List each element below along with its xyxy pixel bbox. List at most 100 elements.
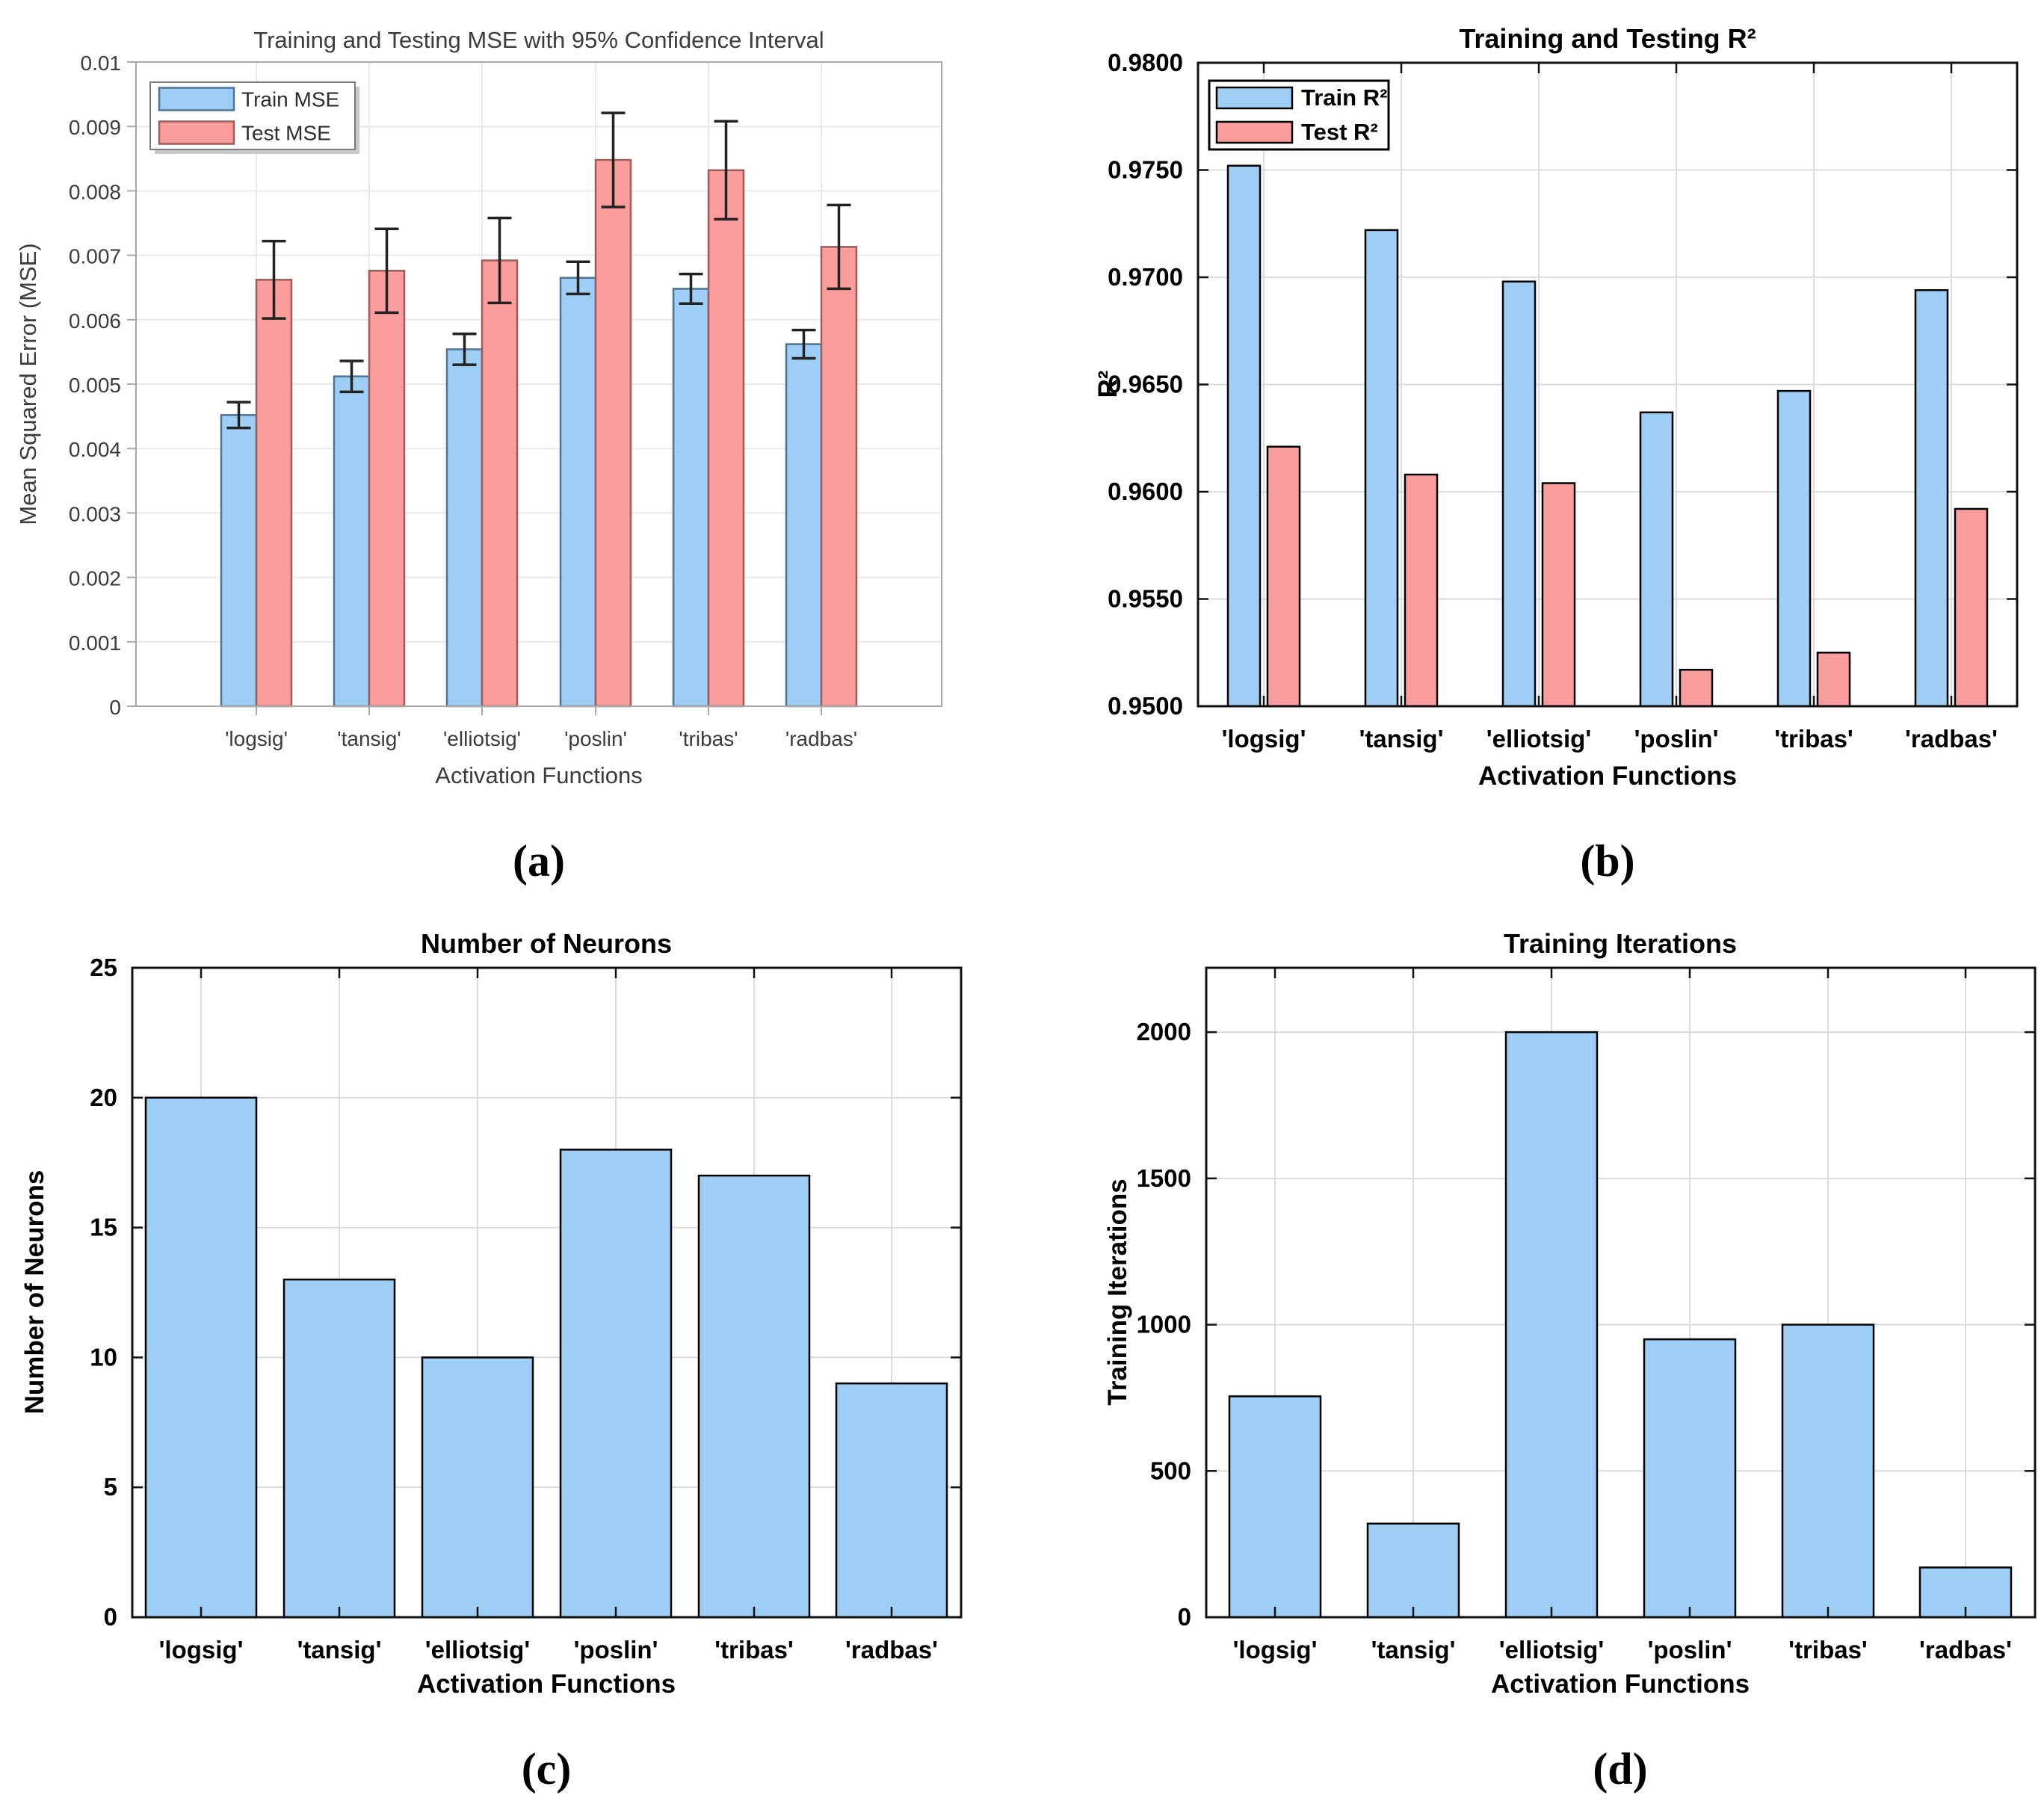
y-tick-label: 0.004 [69, 438, 121, 461]
error-bar [827, 203, 851, 291]
x-tick-label: 'radbas' [785, 727, 857, 750]
legend-swatch [158, 87, 235, 111]
legend-label: Train R² [1301, 84, 1387, 111]
x-tick-label: 'logsig' [1222, 725, 1306, 753]
x-tick-label: 'tribas' [679, 727, 738, 750]
bar-training-iterations [1366, 1522, 1460, 1619]
bar-test-r² [1679, 668, 1714, 708]
bar-number-of-neurons [282, 1278, 396, 1619]
chart-title: Training and Testing MSE with 95% Confid… [253, 27, 824, 53]
bar-test-mse [255, 279, 293, 708]
legend-swatch [1215, 120, 1294, 144]
bar-training-iterations [1781, 1324, 1875, 1619]
bar-train-mse [220, 414, 258, 708]
error-bar [226, 401, 251, 430]
panel-b-r2-chart: 0.9500 0.9550 0.9600 0.9650 0.9700 0.9750 0.98… [1022, 0, 2044, 906]
panel-d-iterations-chart: 0 500 1000 1500 2000 'logsig' 'tansig' 'elliots… [1022, 906, 2044, 1813]
y-tick-label: 0.001 [69, 631, 121, 655]
bar-test-mse [707, 169, 745, 708]
bar-number-of-neurons [835, 1382, 948, 1619]
chart-title: Training and Testing R² [1459, 23, 1756, 54]
y-tick-label: 20 [90, 1084, 117, 1111]
y-tick-label: 0.9750 [1108, 156, 1183, 184]
bar-train-r² [1226, 164, 1262, 708]
error-bar [262, 239, 286, 320]
y-tick-label: 0.009 [69, 116, 121, 139]
x-axis-label: Activation Functions [1478, 762, 1737, 791]
y-tick-label: 25 [90, 954, 117, 981]
y-tick-label: 0 [104, 1603, 117, 1631]
error-bar [601, 111, 626, 209]
x-tick-label: 'radbas' [1919, 1636, 2012, 1664]
error-bar [339, 359, 364, 394]
x-tick-label: 'elliotsig' [1486, 725, 1591, 753]
bar-train-r² [1776, 389, 1812, 708]
x-tick-label: 'tansig' [337, 727, 401, 750]
y-axis-label: Training Iterations [1103, 1179, 1132, 1405]
bar-train-mse [559, 277, 597, 708]
bar-test-r² [1404, 473, 1439, 708]
legend-label: Test R² [1301, 119, 1378, 145]
r2-plot-area: 0.9500 0.9550 0.9600 0.9650 0.9700 0.9750 0.98… [1108, 49, 2019, 753]
x-tick-label: 'tribas' [1788, 1636, 1868, 1664]
x-tick-label: 'elliotsig' [1499, 1636, 1604, 1664]
y-tick-label: 10 [90, 1343, 117, 1371]
y-tick-label: 0 [1178, 1603, 1191, 1631]
legend-swatch [1215, 86, 1294, 110]
legend-label: Test MSE [241, 122, 331, 145]
bar-number-of-neurons [421, 1356, 534, 1619]
x-tick-label: 'poslin' [1634, 725, 1719, 753]
x-tick-label: 'radbas' [845, 1636, 938, 1664]
y-tick-label: 5 [104, 1473, 117, 1501]
y-tick-label: 0.007 [69, 245, 121, 268]
bar-number-of-neurons [144, 1096, 258, 1619]
x-tick-label: 'poslin' [1648, 1636, 1732, 1664]
bar-test-mse [594, 158, 632, 708]
y-axis-label: R² [1093, 371, 1123, 398]
y-tick-label: 0.9550 [1108, 585, 1183, 613]
y-tick-label: 0.9600 [1108, 478, 1183, 505]
bar-training-iterations [1504, 1031, 1599, 1619]
error-bar [452, 333, 477, 366]
error-bar [374, 227, 399, 315]
y-tick-label: 15 [90, 1214, 117, 1241]
y-tick-label: 0.003 [69, 502, 121, 525]
legend-label: Train MSE [241, 88, 339, 111]
y-tick-label: 1000 [1137, 1311, 1191, 1338]
bar-test-r² [1541, 482, 1576, 708]
error-bar [566, 260, 590, 296]
bar-train-r² [1501, 280, 1537, 708]
bar-train-mse [785, 343, 823, 708]
bar-test-r² [1266, 445, 1301, 708]
y-tick-label: 0.9800 [1108, 49, 1183, 76]
y-tick-label: 2000 [1137, 1018, 1191, 1046]
x-tick-label: 'tansig' [1371, 1636, 1456, 1664]
bar-test-mse [481, 259, 519, 708]
iterations-plot-area: 0 500 1000 1500 2000 'logsig' 'tansig' 'elliots… [1137, 966, 2037, 1664]
panel-caption: (a) [513, 836, 565, 886]
x-tick-label: 'logsig' [159, 1636, 244, 1664]
error-bar [791, 328, 816, 360]
x-tick-label: 'logsig' [1233, 1636, 1318, 1664]
bar-train-r² [1914, 288, 1949, 708]
x-axis-label: Activation Functions [435, 762, 642, 788]
legend-swatch [158, 120, 235, 145]
x-tick-label: 'tansig' [297, 1636, 382, 1664]
panel-caption: (d) [1593, 1744, 1647, 1794]
bar-test-mse [820, 246, 858, 708]
x-tick-label: 'poslin' [574, 1636, 658, 1664]
y-tick-label: 0.9700 [1108, 263, 1183, 291]
axes-box [1205, 966, 2037, 1619]
x-tick-label: 'tansig' [1359, 725, 1444, 753]
x-tick-label: 'tribas' [714, 1636, 794, 1664]
x-tick-label: 'radbas' [1905, 725, 1998, 753]
x-tick-label: 'elliotsig' [443, 727, 521, 750]
error-bar [714, 120, 738, 221]
x-tick-label: 'tribas' [1774, 725, 1853, 753]
error-bar [679, 272, 703, 305]
bar-train-mse [333, 375, 371, 708]
x-axis-label: Activation Functions [417, 1670, 676, 1699]
bar-training-iterations [1643, 1338, 1737, 1619]
x-tick-label: 'elliotsig' [425, 1636, 530, 1664]
